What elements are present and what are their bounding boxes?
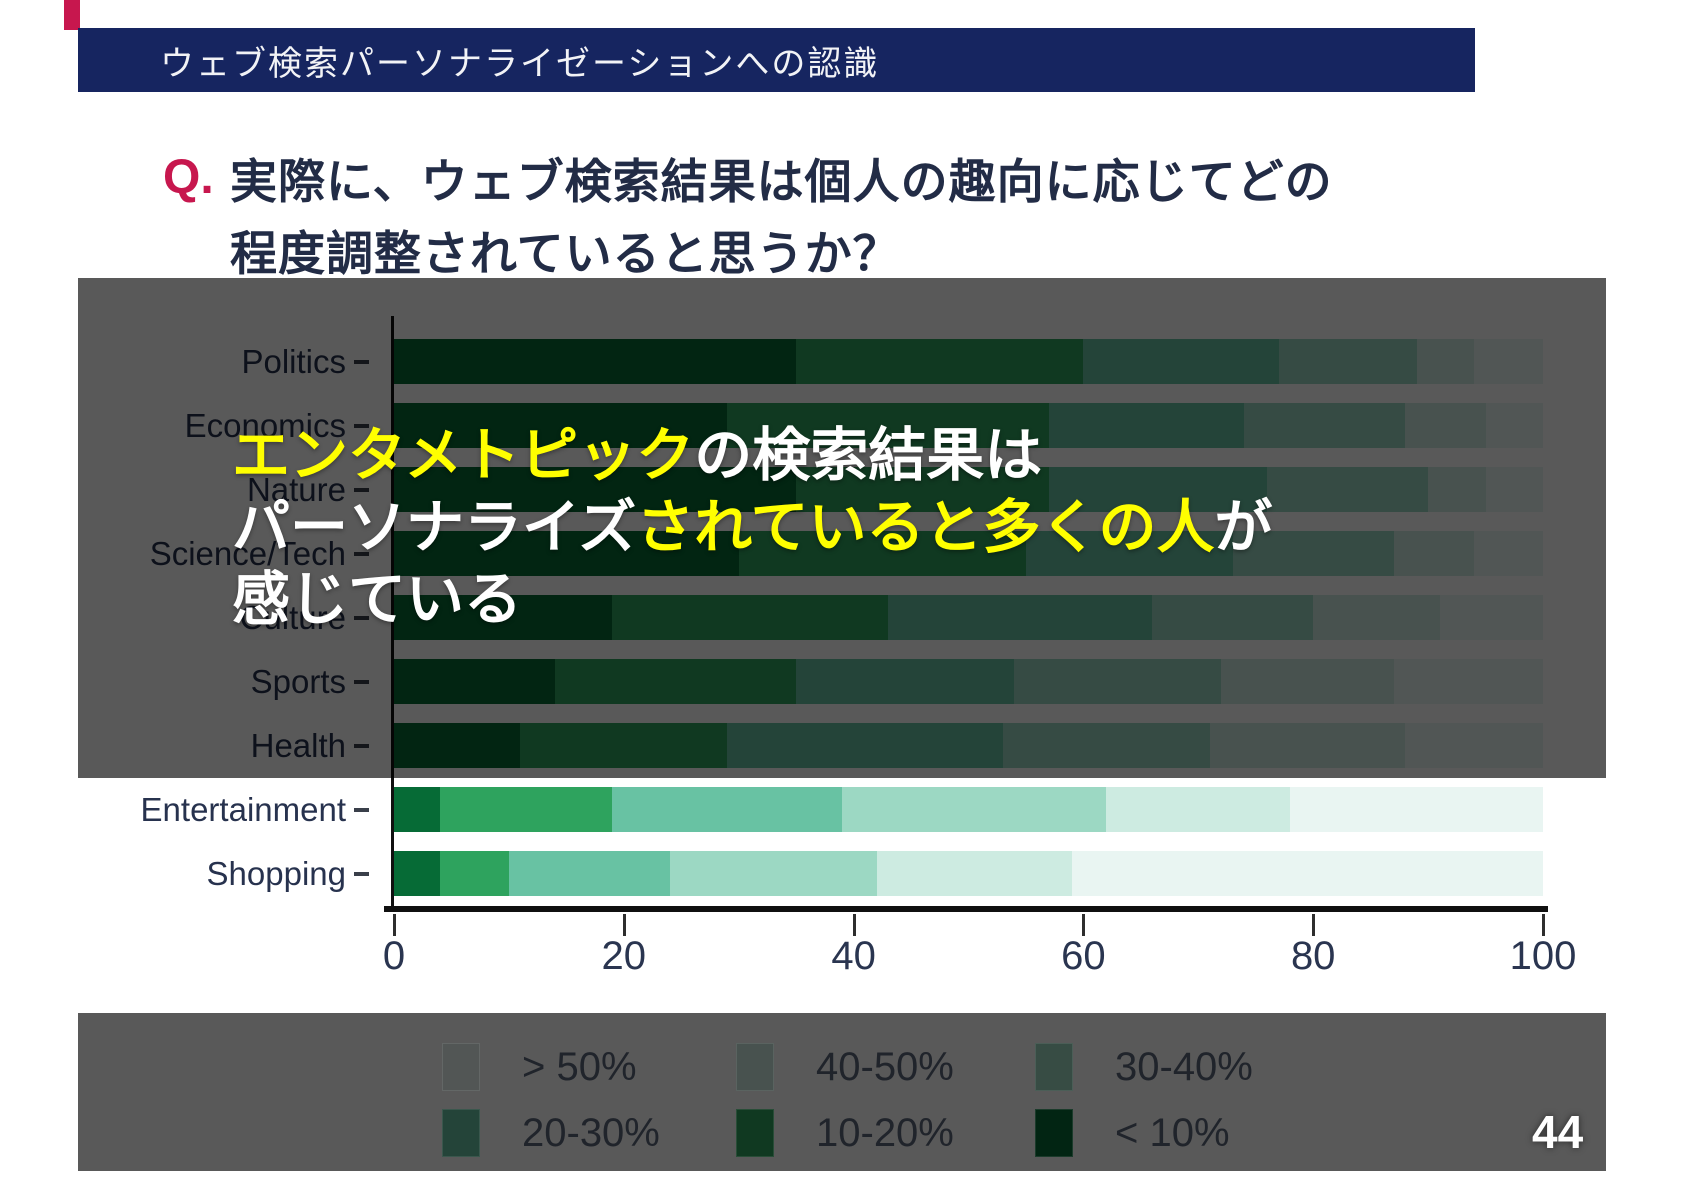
bar-segment — [1106, 787, 1291, 832]
page-number: 44 — [1532, 1106, 1584, 1158]
x-tick-label: 0 — [382, 934, 406, 978]
callout-span: されていると多くの人 — [636, 495, 1215, 560]
legend-item: 10-20% — [736, 1109, 954, 1157]
x-tick-label: 100 — [1509, 934, 1577, 978]
bar-segment — [876, 851, 1072, 896]
accent-mark — [64, 0, 80, 30]
header-title: ウェブ検索パーソナライゼーションへの認識 — [160, 44, 880, 83]
x-axis-line — [384, 906, 1548, 912]
bar-segment — [842, 787, 1107, 832]
legend-item: > 50% — [442, 1043, 637, 1091]
x-tick — [1542, 914, 1545, 936]
category-label: Shopping — [206, 854, 346, 892]
question-prefix: Q. — [163, 151, 214, 204]
legend-swatch — [442, 1043, 480, 1091]
callout-span: 感じている — [232, 567, 523, 632]
legend-swatch — [736, 1043, 774, 1091]
x-tick — [1312, 914, 1316, 936]
legend-band: > 50% 40-50% 30-40% 20-30% 10-20% < 10% 44 — [78, 1013, 1606, 1171]
callout-text: エンタメトピックの検索結果は パーソナライズされていると多くの人が 感じている — [232, 420, 1273, 636]
legend-item: 40-50% — [736, 1043, 954, 1091]
x-tick-label: 20 — [601, 934, 647, 978]
legend-swatch — [442, 1109, 480, 1157]
legend-label: < 10% — [1115, 1110, 1230, 1155]
x-tick-label: 80 — [1290, 934, 1336, 978]
bar-segment — [612, 787, 843, 832]
x-tick-label: 40 — [831, 934, 876, 978]
bar-segment — [508, 851, 670, 896]
category-tick — [354, 808, 369, 812]
bar-segment — [669, 851, 877, 896]
question-text: 実際に、ウェブ検索結果は個人の趣向に応じてどの 程度調整されていると思うか？ — [230, 146, 1333, 290]
bar-segment — [1290, 787, 1543, 832]
bar-row: Shopping — [78, 851, 1606, 896]
callout-line-2: パーソナライズされていると多くの人が — [232, 492, 1273, 564]
dim-overlay — [78, 278, 1606, 778]
bar-segment — [394, 787, 440, 832]
bar-segment — [1071, 851, 1543, 896]
callout-span: エンタメトピック — [232, 423, 695, 488]
legend-label: 40-50% — [816, 1044, 954, 1089]
legend-item: 20-30% — [442, 1109, 660, 1157]
callout-span: パーソナライズ — [232, 495, 637, 560]
stacked-bar — [394, 787, 1543, 832]
question-line-2: 程度調整されていると思うか？ — [230, 227, 901, 280]
x-tick-label: 60 — [1061, 934, 1106, 978]
question-line-1: 実際に、ウェブ検索結果は個人の趣向に応じてどの — [230, 155, 1333, 208]
legend-label: 10-20% — [816, 1110, 954, 1155]
category-label: Entertainment — [140, 790, 346, 828]
legend-item: 30-40% — [1035, 1043, 1253, 1091]
callout-line-3: 感じている — [232, 564, 1273, 636]
legend-label: 30-40% — [1115, 1044, 1253, 1089]
legend-item: < 10% — [1035, 1109, 1230, 1157]
x-tick — [1082, 914, 1086, 936]
legend-label: 20-30% — [522, 1110, 660, 1155]
x-tick — [393, 914, 396, 936]
legend-swatch — [736, 1109, 774, 1157]
bar-row: Entertainment — [78, 787, 1606, 832]
category-tick — [354, 872, 369, 876]
bar-segment — [439, 787, 613, 832]
x-tick — [852, 914, 856, 936]
legend-swatch — [1035, 1043, 1073, 1091]
callout-span: が — [1214, 495, 1273, 560]
legend-swatch — [1035, 1109, 1073, 1157]
bar-segment — [439, 851, 509, 896]
bar-segment — [394, 851, 440, 896]
stacked-bar — [394, 851, 1543, 896]
callout-span: の検索結果は — [694, 423, 1043, 488]
header-bar: ウェブ検索パーソナライゼーションへの認識 — [78, 28, 1475, 92]
callout-line-1: エンタメトピックの検索結果は — [232, 420, 1273, 492]
x-tick — [622, 914, 626, 936]
legend-label: > 50% — [522, 1044, 637, 1089]
